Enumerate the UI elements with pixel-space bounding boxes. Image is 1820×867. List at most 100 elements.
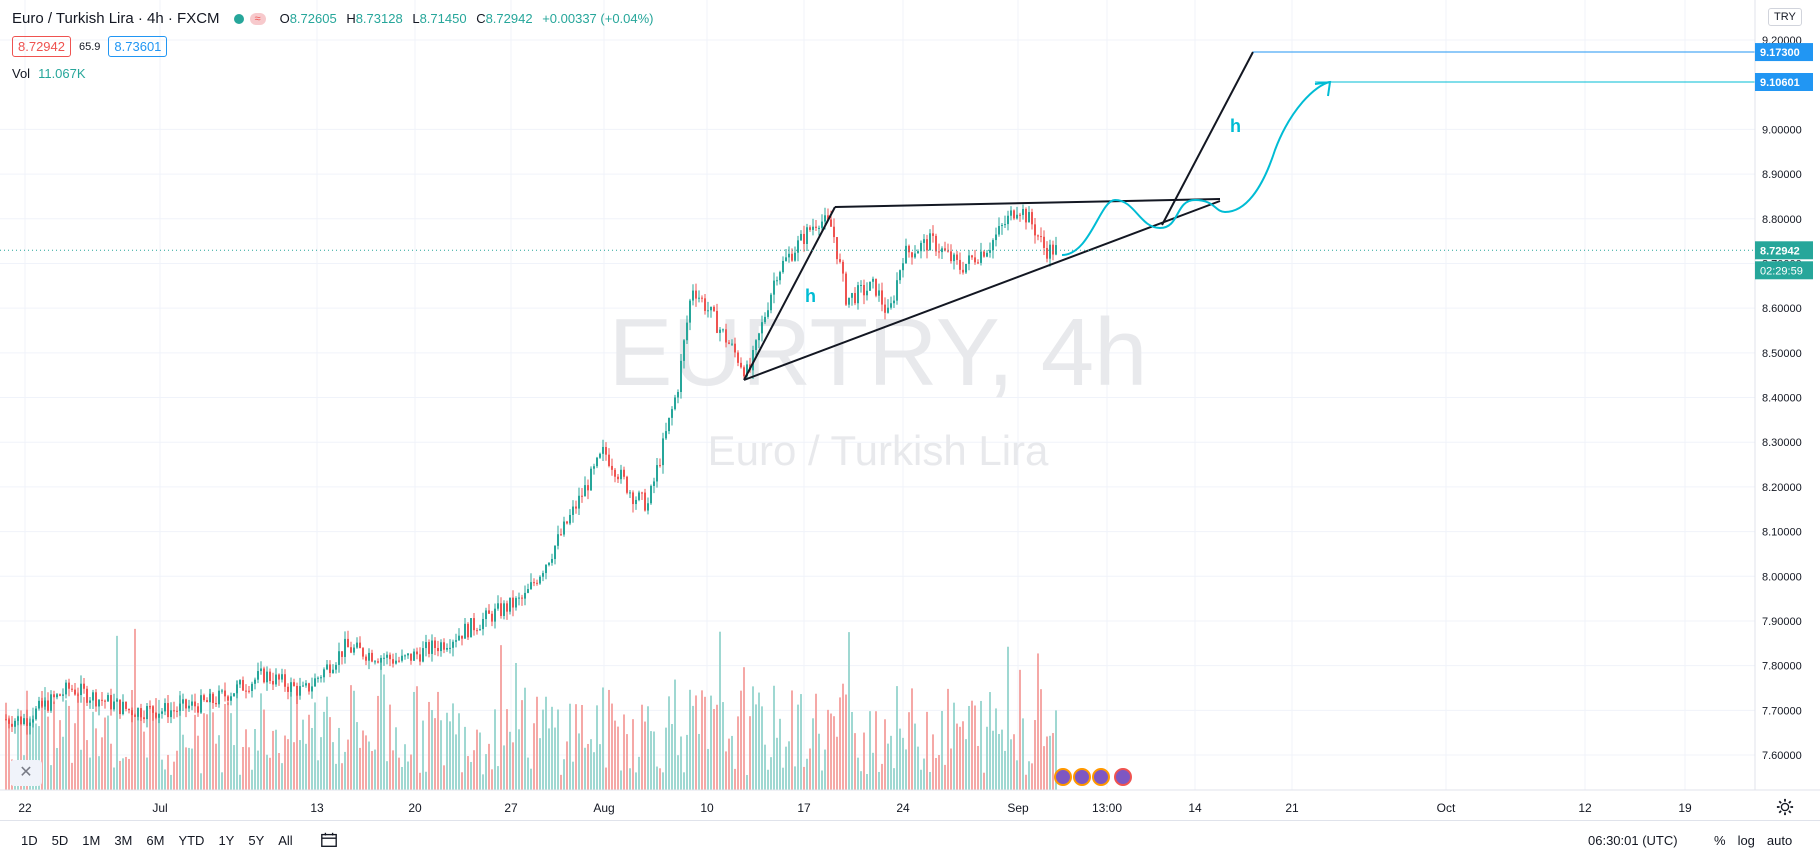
volume-bar	[170, 774, 172, 790]
percent-toggle[interactable]: %	[1714, 833, 1726, 848]
volume-bar	[404, 744, 406, 790]
volume-bar	[392, 750, 394, 790]
candle-body	[485, 610, 487, 620]
candle-body	[551, 558, 553, 563]
volume-bar	[161, 759, 163, 790]
candle-body	[776, 280, 778, 282]
symbol-title[interactable]: Euro / Turkish Lira · 4h · FXCM	[12, 10, 220, 27]
candle-body	[14, 720, 16, 727]
candle-body	[191, 701, 193, 706]
candle-body	[974, 257, 976, 263]
volume-bar	[521, 700, 523, 790]
candle-body	[56, 694, 58, 698]
candle-body	[569, 514, 571, 524]
volume-bar	[626, 734, 628, 790]
trend-line[interactable]	[743, 206, 836, 381]
candle-body	[131, 710, 133, 716]
volume-bar	[212, 712, 214, 790]
volume-bar	[953, 702, 955, 790]
event-marker-icon[interactable]	[1092, 768, 1110, 786]
candle-body	[827, 215, 829, 220]
candle-body	[47, 700, 49, 711]
candle-body	[113, 701, 115, 710]
candle-body	[605, 446, 607, 455]
candle-body	[491, 613, 493, 622]
candle-body	[722, 329, 724, 331]
volume-bar	[860, 771, 862, 790]
range-button-5y[interactable]: 5Y	[248, 833, 265, 848]
event-marker-icon[interactable]	[1073, 768, 1091, 786]
candle-body	[275, 674, 277, 685]
volume-bar	[260, 693, 262, 790]
candle-body	[731, 343, 733, 345]
volume-bar	[386, 761, 388, 790]
event-marker-icon[interactable]	[1114, 768, 1132, 786]
trend-line[interactable]	[743, 200, 1221, 381]
volume-bar	[710, 695, 712, 790]
candle-body	[467, 623, 469, 638]
utc-clock[interactable]: 06:30:01 (UTC)	[1588, 833, 1678, 848]
candle-body	[983, 251, 985, 257]
candle-body	[929, 233, 931, 251]
candle-body	[941, 248, 943, 253]
volume-bar	[131, 689, 133, 790]
volume-bar	[671, 724, 673, 790]
volume-bar	[20, 717, 22, 790]
volume-bar	[713, 709, 715, 790]
range-button-1d[interactable]: 1D	[21, 833, 38, 848]
projection-path[interactable]	[1061, 81, 1331, 256]
range-button-6m[interactable]: 6M	[146, 833, 165, 848]
trade-row: 8.72942 65.9 8.73601	[12, 36, 168, 57]
candle-body	[596, 457, 598, 467]
volume-bar	[176, 750, 178, 790]
candle-body	[575, 506, 577, 509]
trend-line[interactable]	[1161, 51, 1254, 226]
y-tick-label: 8.80000	[1762, 214, 1802, 226]
log-toggle[interactable]: log	[1737, 833, 1755, 848]
candle-body	[761, 322, 763, 334]
calendar-icon[interactable]	[320, 831, 338, 849]
x-tick-label: 14	[1188, 801, 1202, 815]
candle-body	[236, 684, 238, 694]
sell-button[interactable]: 8.72942	[12, 36, 71, 57]
range-buttons: 1D 5D 1M 3M 6M YTD 1Y 5Y All	[14, 833, 300, 848]
candle-body	[212, 693, 214, 704]
range-button-all[interactable]: All	[278, 833, 293, 848]
annotation-h-2[interactable]: h	[1230, 116, 1241, 136]
volume-bar	[41, 690, 43, 790]
volume-bar	[725, 751, 727, 790]
volume-bar	[785, 746, 787, 790]
volume-legend[interactable]: Vol 11.067K	[12, 66, 86, 81]
range-button-1m[interactable]: 1M	[82, 833, 101, 848]
volume-bar	[884, 719, 886, 790]
candle-body	[938, 251, 940, 253]
buy-button[interactable]: 8.73601	[108, 36, 168, 57]
candle-body	[452, 641, 454, 648]
range-button-1y[interactable]: 1Y	[218, 833, 235, 848]
candle-body	[527, 589, 529, 593]
candle-body	[170, 710, 172, 718]
candle-body	[422, 648, 424, 662]
volume-bar	[149, 705, 151, 790]
open-value: 8.72605	[289, 11, 337, 26]
range-button-5d[interactable]: 5D	[51, 833, 69, 848]
annotation-h-1[interactable]: h	[805, 286, 816, 306]
gear-icon[interactable]	[1776, 798, 1794, 816]
range-button-ytd[interactable]: YTD	[178, 833, 205, 848]
event-marker-icon[interactable]	[1054, 768, 1072, 786]
candle-body	[344, 638, 346, 657]
currency-badge[interactable]: TRY	[1768, 8, 1802, 26]
volume-bar	[110, 743, 112, 790]
volume-bar	[656, 766, 658, 790]
volume-bar	[77, 692, 79, 790]
candle-body	[1016, 214, 1018, 219]
range-button-3m[interactable]: 3M	[114, 833, 133, 848]
trend-line[interactable]	[834, 198, 1221, 208]
volume-bar	[650, 731, 652, 790]
candle-body	[221, 690, 223, 692]
auto-toggle[interactable]: auto	[1766, 833, 1793, 848]
x-tick-label: 12	[1578, 801, 1592, 815]
reset-zoom-icon[interactable]: ✕	[10, 760, 42, 786]
